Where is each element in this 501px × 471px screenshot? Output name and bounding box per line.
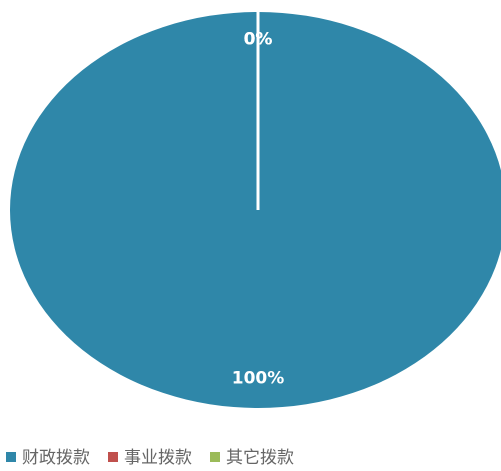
legend-swatch bbox=[6, 452, 16, 462]
legend-label: 其它拨款 bbox=[226, 448, 294, 468]
pie-slice bbox=[10, 12, 501, 408]
data-label: 0% bbox=[244, 30, 273, 50]
data-label: 0% bbox=[244, 30, 273, 50]
legend-label: 事业拨款 bbox=[124, 448, 192, 468]
data-label: 100% bbox=[232, 368, 285, 388]
legend-swatch bbox=[210, 452, 220, 462]
legend-label: 财政拨款 bbox=[22, 448, 90, 468]
legend-swatch bbox=[108, 452, 118, 462]
